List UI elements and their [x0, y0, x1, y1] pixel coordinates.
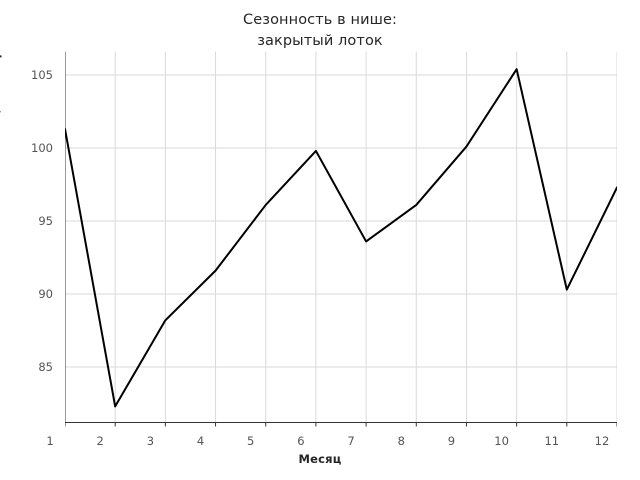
data-series-line: [65, 68, 617, 408]
plot-area: [65, 20, 617, 435]
axis-tick-marks: [65, 422, 617, 427]
x-axis-label: Месяц: [298, 452, 342, 466]
x-tick-label: 7: [347, 434, 355, 448]
y-tick-label: 105: [31, 68, 53, 82]
x-tick-label: 9: [447, 434, 456, 448]
x-tick-label: 3: [146, 434, 155, 448]
x-tick-label: 10: [494, 434, 509, 448]
x-tick-label: 1: [46, 434, 54, 448]
y-tick-label: 100: [31, 141, 53, 155]
x-tick-label: 2: [96, 434, 104, 448]
x-tick-label: 8: [397, 434, 405, 448]
y-axis-label: Сезонность, сентябрь = 100: [0, 0, 2, 191]
x-tick-label: 11: [544, 434, 560, 448]
line-chart-svg: [65, 51, 617, 427]
y-tick-label: 85: [38, 360, 53, 374]
x-tick-label: 12: [594, 434, 610, 448]
x-tick-label: 5: [247, 434, 255, 448]
y-tick-label: 90: [38, 287, 53, 301]
axis-spines: [65, 51, 617, 423]
grid-lines: [65, 51, 617, 423]
x-tick-label: 6: [297, 434, 305, 448]
y-tick-label: 95: [38, 214, 53, 228]
chart-title: Сезонность в нише: закрытый лоток: [243, 12, 397, 50]
x-tick-label: 4: [196, 434, 205, 448]
